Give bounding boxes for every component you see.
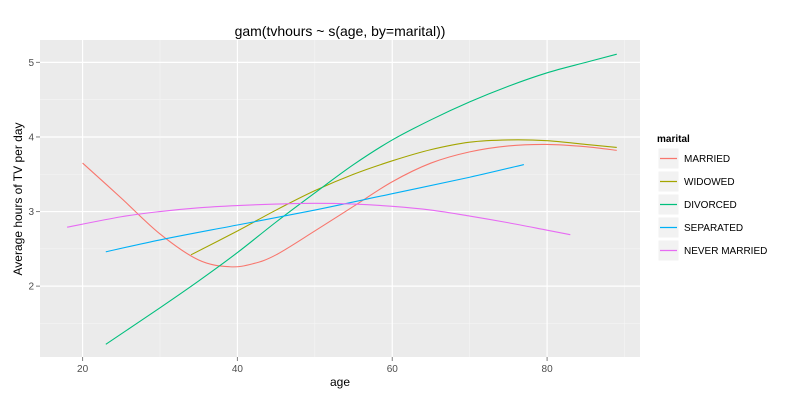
x-tick-label: 60 xyxy=(387,364,399,375)
series-line-divorced xyxy=(105,53,617,345)
series-line-never-married xyxy=(66,202,571,236)
x-axis-title: age xyxy=(330,375,350,389)
y-axis-title: Average hours of TV per day xyxy=(11,123,25,276)
y-tick-label: 5 xyxy=(28,58,34,69)
series-line-married xyxy=(82,143,617,268)
y-axis: 2 3 4 5 xyxy=(28,58,40,293)
y-tick-label: 2 xyxy=(28,282,34,293)
chart-title: gam(tvhours ~ s(age, by=marital)) xyxy=(235,23,446,39)
y-tick-label: 4 xyxy=(28,132,34,143)
legend-label-never-married: NEVER MARRIED xyxy=(684,246,767,257)
legend: marital MARRIED WIDOWED DIVORCED SEPARATED N… xyxy=(657,134,767,262)
legend-label-divorced: DIVORCED xyxy=(684,200,737,211)
legend-label-married: MARRIED xyxy=(684,154,730,165)
x-axis: 20 40 60 80 xyxy=(77,357,553,375)
series-line-separated xyxy=(105,164,524,253)
series-lines xyxy=(66,53,617,345)
series-line-widowed xyxy=(190,139,617,256)
legend-title: marital xyxy=(657,134,690,145)
plot-panel xyxy=(40,40,640,357)
x-tick-label: 40 xyxy=(232,364,244,375)
legend-label-widowed: WIDOWED xyxy=(684,177,735,188)
legend-label-separated: SEPARATED xyxy=(684,223,743,234)
y-tick-label: 3 xyxy=(28,207,34,218)
x-tick-label: 80 xyxy=(542,364,554,375)
x-tick-label: 20 xyxy=(77,364,89,375)
grid-major xyxy=(40,40,640,357)
